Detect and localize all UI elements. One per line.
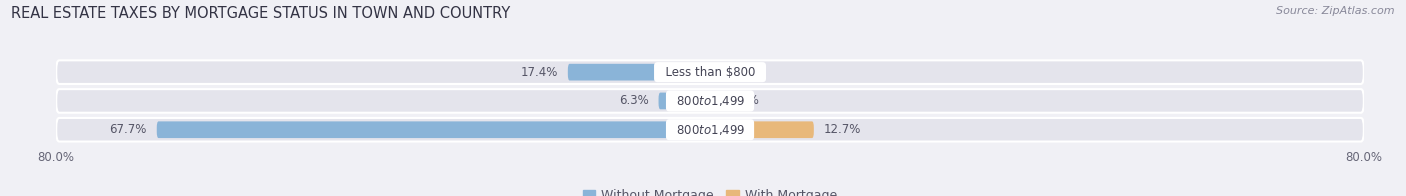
Text: REAL ESTATE TAXES BY MORTGAGE STATUS IN TOWN AND COUNTRY: REAL ESTATE TAXES BY MORTGAGE STATUS IN … [11,6,510,21]
Text: $800 to $1,499: $800 to $1,499 [669,123,751,137]
FancyBboxPatch shape [56,60,1364,84]
FancyBboxPatch shape [710,121,814,138]
FancyBboxPatch shape [56,89,1364,113]
Text: 17.4%: 17.4% [520,66,558,79]
FancyBboxPatch shape [56,118,1364,142]
Text: Less than $800: Less than $800 [658,66,762,79]
Text: 12.7%: 12.7% [824,123,860,136]
FancyBboxPatch shape [710,93,720,109]
Text: 0.0%: 0.0% [720,66,749,79]
FancyBboxPatch shape [156,121,710,138]
FancyBboxPatch shape [568,64,710,81]
Text: 6.3%: 6.3% [619,94,648,107]
Text: $800 to $1,499: $800 to $1,499 [669,94,751,108]
Legend: Without Mortgage, With Mortgage: Without Mortgage, With Mortgage [578,184,842,196]
Text: 67.7%: 67.7% [110,123,148,136]
FancyBboxPatch shape [658,93,710,109]
Text: 1.2%: 1.2% [730,94,759,107]
Text: Source: ZipAtlas.com: Source: ZipAtlas.com [1277,6,1395,16]
